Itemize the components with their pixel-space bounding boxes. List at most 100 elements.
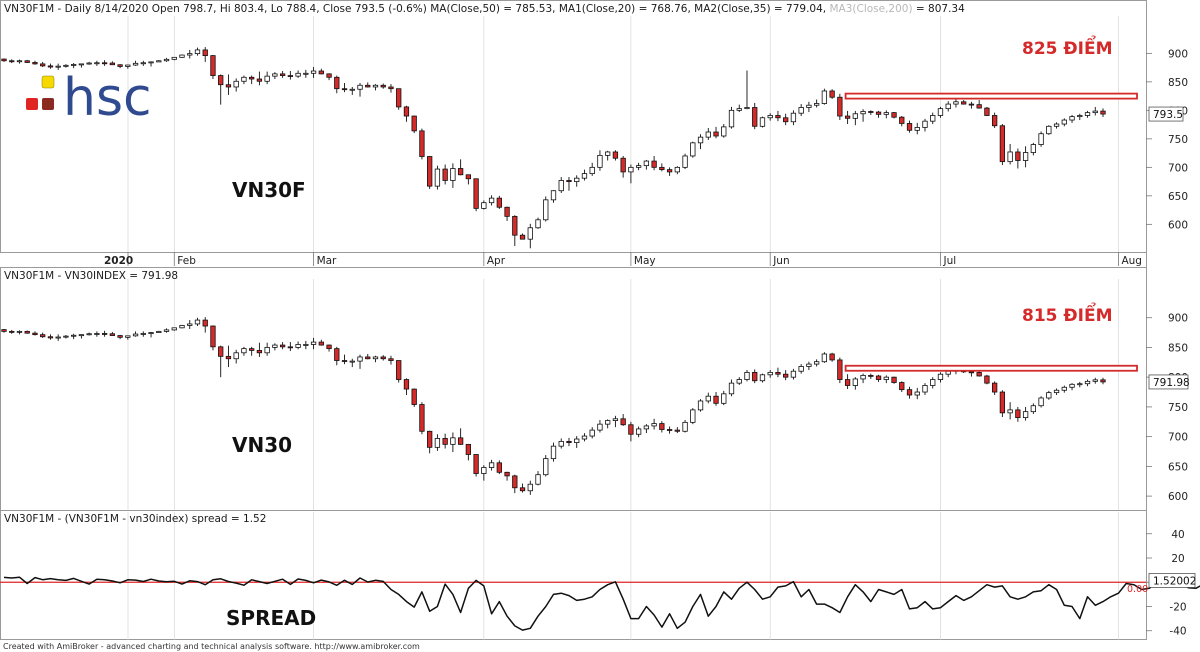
candle-down — [968, 103, 975, 106]
candle-up — [728, 109, 735, 128]
resistance-label-815: 815 ĐIỂM — [1022, 301, 1113, 326]
candle-up — [790, 370, 797, 378]
candle-up — [581, 173, 588, 179]
candle-up — [1084, 112, 1091, 116]
y-tick-label: 600 — [1168, 219, 1188, 231]
candle-up — [744, 107, 750, 110]
candle-down — [326, 344, 332, 350]
spread-line — [3, 576, 1200, 631]
candle-down — [875, 111, 882, 115]
candle-up — [790, 112, 797, 123]
candle-down — [47, 65, 54, 68]
candle-down — [961, 101, 967, 105]
candle-up — [148, 332, 154, 334]
candle-up — [295, 72, 301, 77]
resistance-band — [844, 364, 1138, 372]
candle-down — [341, 88, 348, 91]
candle-up — [643, 425, 650, 430]
candle-down — [256, 350, 263, 354]
candle-down — [380, 84, 386, 88]
candle-up — [179, 54, 185, 58]
candle-up — [535, 219, 541, 229]
vn30-last-value: 791.98 — [1153, 377, 1190, 389]
candle-up — [721, 393, 727, 404]
candle-down — [380, 356, 386, 360]
candle-down — [403, 379, 410, 390]
candle-down — [868, 374, 874, 377]
candle-down — [844, 379, 851, 386]
candle-up — [953, 101, 959, 105]
candle-up — [171, 327, 177, 331]
candle-down — [419, 130, 425, 157]
candle-down — [906, 389, 913, 396]
candle-up — [1038, 397, 1044, 407]
candle-up — [697, 136, 704, 144]
candle-up — [94, 333, 100, 335]
candle-up — [806, 363, 812, 367]
candle-up — [86, 333, 92, 336]
candle-up — [705, 131, 711, 138]
candle-up — [1022, 411, 1029, 419]
candle-up — [635, 165, 642, 168]
candle-up — [798, 366, 804, 372]
logo-square-red — [26, 98, 38, 110]
candle-down — [783, 373, 789, 378]
spread-label: SPREAD — [226, 606, 316, 630]
candle-down — [612, 151, 619, 159]
candle-up — [125, 335, 131, 338]
candle-up — [628, 166, 634, 173]
candle-down — [365, 356, 371, 360]
y-tick-label: -20 — [1169, 601, 1186, 613]
candle-up — [1084, 380, 1091, 385]
candle-up — [605, 420, 611, 425]
x-tick-label: Jun — [772, 255, 789, 267]
candle-up — [1053, 123, 1060, 127]
candle-up — [71, 334, 77, 337]
candle-down — [992, 382, 998, 393]
candle-down — [968, 371, 975, 374]
candle-down — [906, 123, 913, 131]
candle-up — [767, 115, 773, 119]
candle-up — [163, 58, 170, 62]
candle-down — [666, 429, 673, 431]
candle-up — [674, 166, 680, 173]
candle-up — [16, 60, 23, 63]
vn30-panel: 900850800750700650600 — [1, 313, 1188, 503]
candle-up — [543, 199, 549, 221]
y-tick-label: 700 — [1168, 432, 1188, 444]
y-tick-label: 600 — [1168, 491, 1188, 503]
candle-up — [527, 227, 533, 240]
candle-down — [388, 86, 394, 90]
candle-up — [434, 438, 441, 448]
candle-down — [403, 106, 410, 117]
candle-down — [218, 346, 224, 357]
candle-up — [937, 373, 944, 380]
x-tick-label: 2020 — [104, 255, 133, 267]
candle-up — [357, 84, 363, 90]
candle-up — [156, 60, 162, 63]
candle-down — [659, 423, 665, 430]
candle-up — [55, 336, 61, 339]
candle-up — [63, 335, 69, 338]
candle-up — [372, 356, 379, 360]
candle-up — [860, 111, 866, 115]
spread-panel-frame — [0, 510, 1147, 640]
candle-down — [210, 325, 216, 348]
candle-up — [1092, 379, 1098, 382]
candle-down — [256, 78, 263, 82]
candle-up — [140, 62, 146, 65]
candle-up — [63, 64, 69, 67]
candle-down — [984, 107, 990, 116]
candle-up — [813, 361, 820, 365]
zero-line-label: 0.00 — [1127, 584, 1148, 595]
spread-header: VN30F1M - (VN30F1M - vn30index) spread =… — [4, 513, 266, 525]
candle-up — [558, 180, 564, 192]
candle-up — [589, 429, 595, 437]
candle-down — [334, 76, 340, 90]
candle-up — [1038, 133, 1044, 145]
candle-up — [241, 348, 247, 354]
candle-up — [1030, 405, 1036, 413]
logo-square-brown — [42, 98, 54, 110]
candle-up — [914, 391, 920, 396]
candle-up — [1061, 119, 1067, 125]
